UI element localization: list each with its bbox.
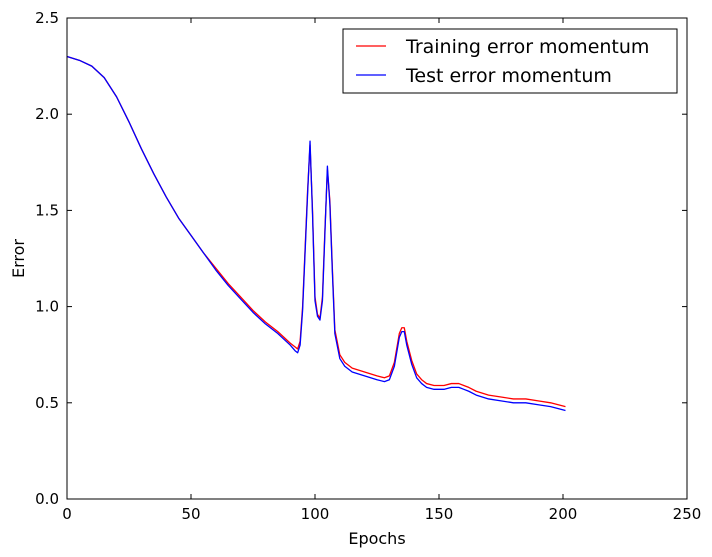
x-tick-label: 0 (62, 505, 72, 523)
plot-frame (66, 17, 688, 500)
x-tick-label: 150 (425, 505, 454, 523)
x-tick-label: 50 (181, 505, 200, 523)
y-tick-label: 1.5 (35, 201, 59, 219)
series-line-test (66, 55, 566, 412)
x-tick-label: 100 (301, 505, 330, 523)
y-tick-label: 0.5 (35, 394, 59, 412)
x-tick-label: 250 (673, 505, 702, 523)
y-tick-label: 1.0 (35, 298, 59, 316)
y-tick-label: 2.0 (35, 105, 59, 123)
ticks-layer: 0 50 100 150 200 250 0.0 0.5 1.0 1.5 2.0 2.5 (35, 9, 701, 523)
y-tick-label: 2.5 (35, 9, 59, 27)
legend-label-training: Training error momentum (405, 36, 649, 58)
x-tick-label: 200 (549, 505, 578, 523)
y-axis-label: Error (9, 239, 28, 278)
x-axis-label: Epochs (348, 529, 405, 548)
legend-label-test: Test error momentum (405, 65, 612, 87)
series-layer (66, 55, 566, 412)
y-tick-label: 0.0 (35, 490, 59, 508)
legend-box (342, 28, 678, 94)
legend: Training error momentum Test error momen… (342, 28, 678, 94)
